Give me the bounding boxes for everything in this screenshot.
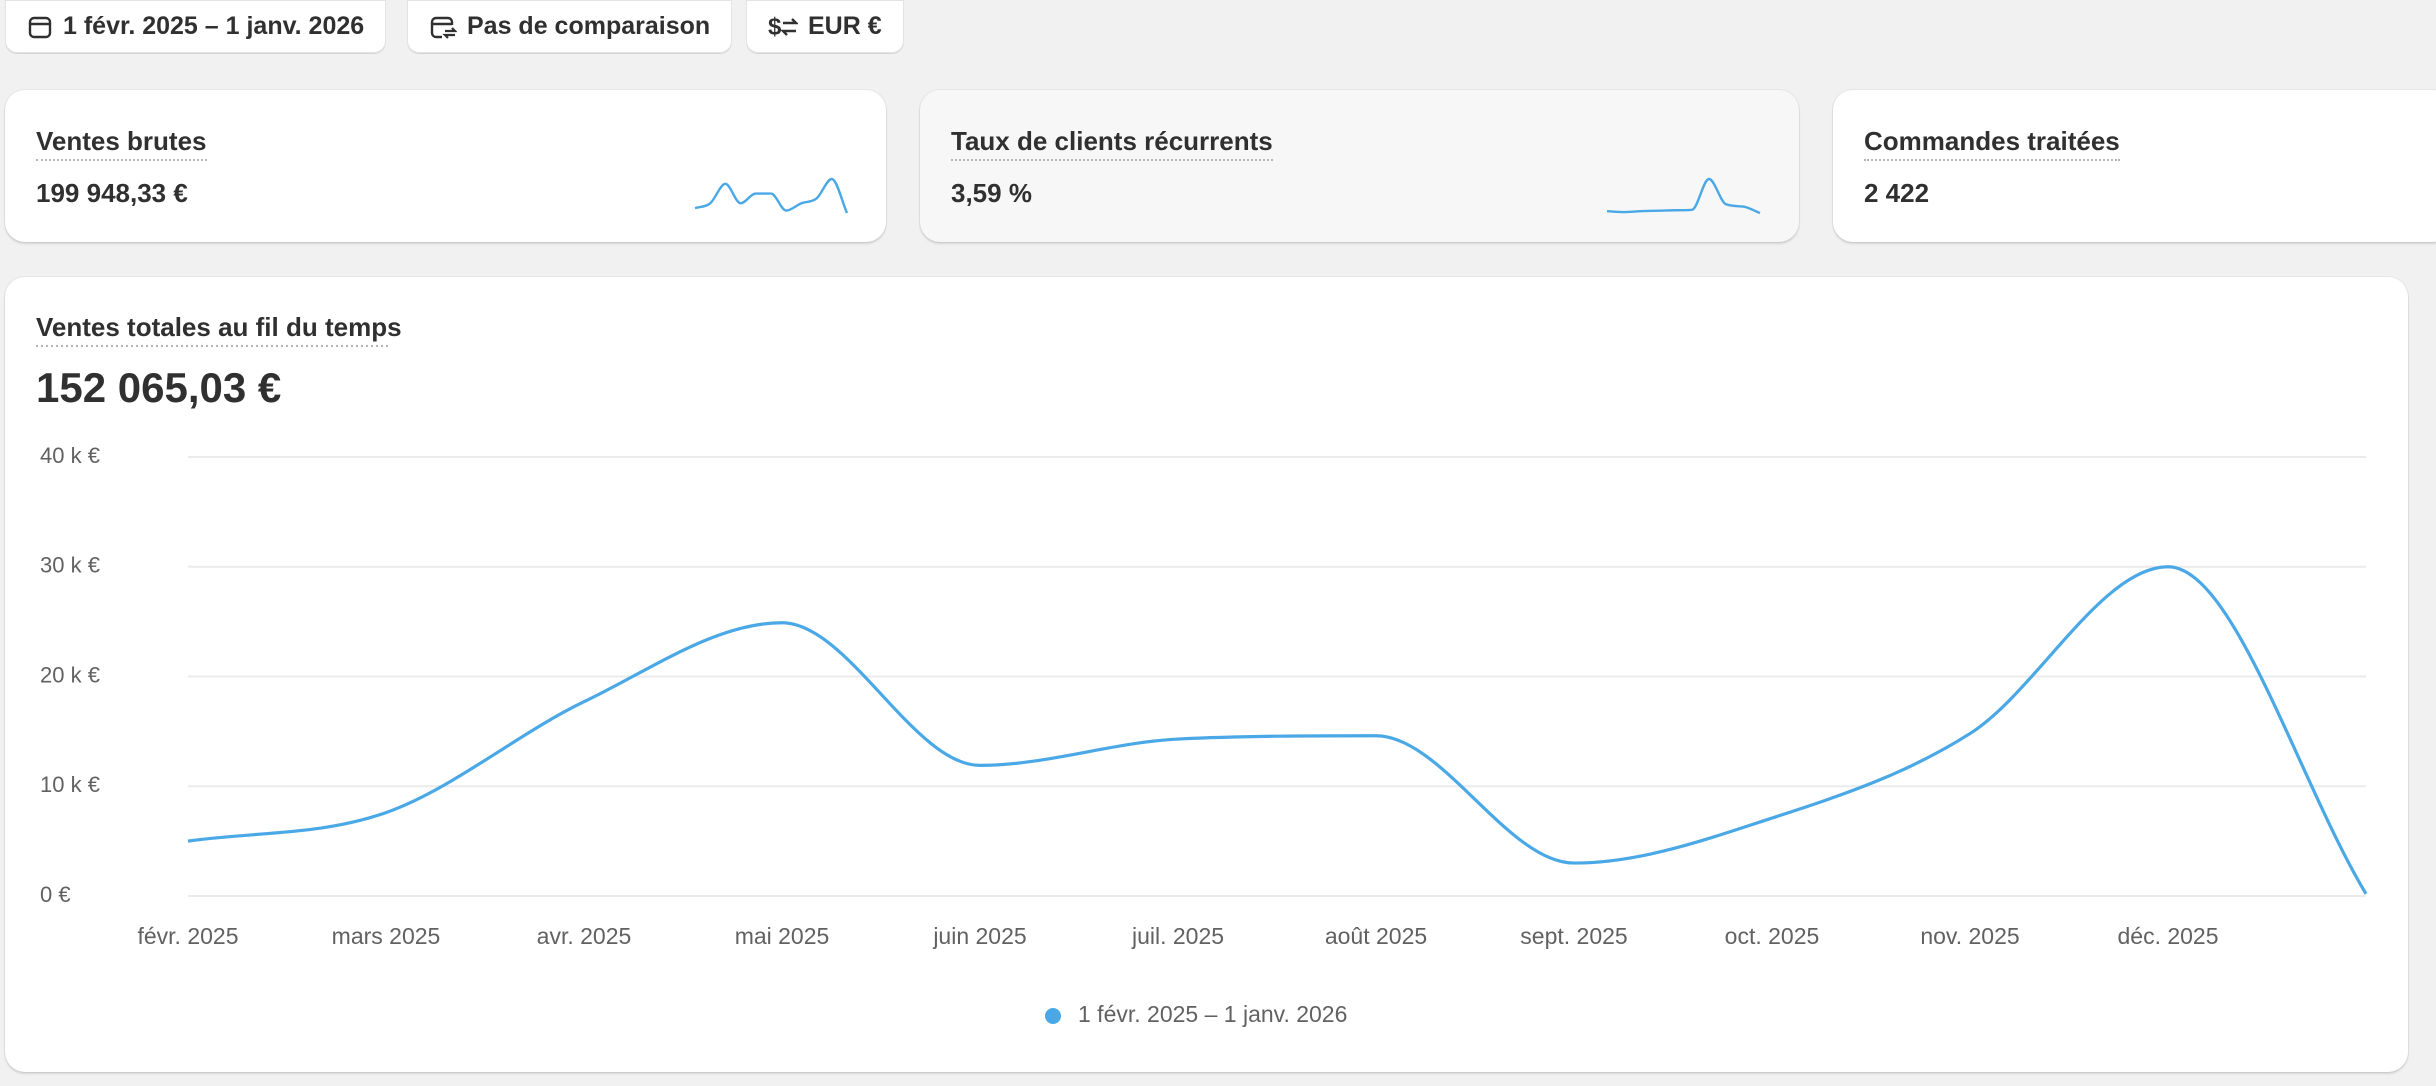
x-tick-label: nov. 2025 bbox=[1920, 923, 2019, 949]
x-tick-label: juin 2025 bbox=[932, 923, 1026, 949]
currency-button[interactable]: $ EUR € bbox=[746, 0, 904, 53]
y-tick-label: 10 k € bbox=[40, 772, 100, 797]
y-tick-label: 0 € bbox=[40, 882, 71, 907]
calendar-compare-icon bbox=[430, 16, 457, 39]
y-tick-label: 40 k € bbox=[40, 443, 100, 468]
data-line bbox=[187, 565, 2368, 895]
button-label: Pas de comparaison bbox=[467, 12, 711, 40]
x-tick-label: avr. 2025 bbox=[537, 923, 632, 949]
sparkline-line bbox=[1606, 177, 1761, 215]
kpi-value: 3,59 % bbox=[951, 178, 1032, 208]
kpi-title: Taux de clients récurrents bbox=[951, 126, 1273, 161]
currency-icon: $ bbox=[768, 14, 798, 40]
kpi-value: 2 422 bbox=[1864, 178, 1930, 208]
chart-title: Ventes totales au fil du temps bbox=[36, 312, 402, 342]
x-tick-label: févr. 2025 bbox=[137, 923, 238, 949]
y-tick-label: 20 k € bbox=[40, 662, 100, 687]
chart: Ventes totales au fil du temps 152 065,0… bbox=[36, 312, 2368, 1027]
date-range-button[interactable]: 1 févr. 2025 – 1 janv. 2026 bbox=[5, 0, 387, 53]
x-tick-label: mai 2025 bbox=[735, 923, 830, 949]
kpi-title: Commandes traitées bbox=[1864, 126, 2120, 161]
button-label: EUR € bbox=[808, 12, 882, 40]
kpi-card[interactable]: Taux de clients récurrents 3,59 % bbox=[920, 90, 1799, 242]
sparkline bbox=[1606, 177, 1761, 215]
chart-total: 152 065,03 € bbox=[36, 364, 281, 411]
chart-card: Ventes totales au fil du temps 152 065,0… bbox=[5, 277, 2408, 1072]
x-tick-label: déc. 2025 bbox=[2117, 923, 2218, 949]
x-tick-label: sept. 2025 bbox=[1520, 923, 1627, 949]
x-tick-label: oct. 2025 bbox=[1725, 923, 1820, 949]
kpi-card[interactable]: Commandes traitées 2 422 bbox=[1833, 90, 2436, 242]
sparkline-line bbox=[694, 177, 849, 214]
kpi-title: Ventes brutes bbox=[36, 126, 207, 161]
kpi-card[interactable]: Ventes brutes 199 948,33 € bbox=[5, 90, 886, 242]
legend-swatch bbox=[1045, 1008, 1061, 1024]
legend-label: 1 févr. 2025 – 1 janv. 2026 bbox=[1078, 1001, 1347, 1027]
y-tick-label: 30 k € bbox=[40, 553, 100, 578]
x-tick-label: mars 2025 bbox=[332, 923, 441, 949]
button-label: 1 févr. 2025 – 1 janv. 2026 bbox=[63, 12, 365, 40]
svg-text:$: $ bbox=[768, 14, 782, 40]
x-tick-label: juil. 2025 bbox=[1131, 923, 1224, 949]
kpi-value: 199 948,33 € bbox=[36, 178, 188, 208]
comparison-button[interactable]: Pas de comparaison bbox=[407, 0, 733, 53]
calendar-icon bbox=[28, 16, 52, 38]
x-tick-label: août 2025 bbox=[1325, 923, 1427, 949]
sparkline bbox=[694, 177, 849, 214]
